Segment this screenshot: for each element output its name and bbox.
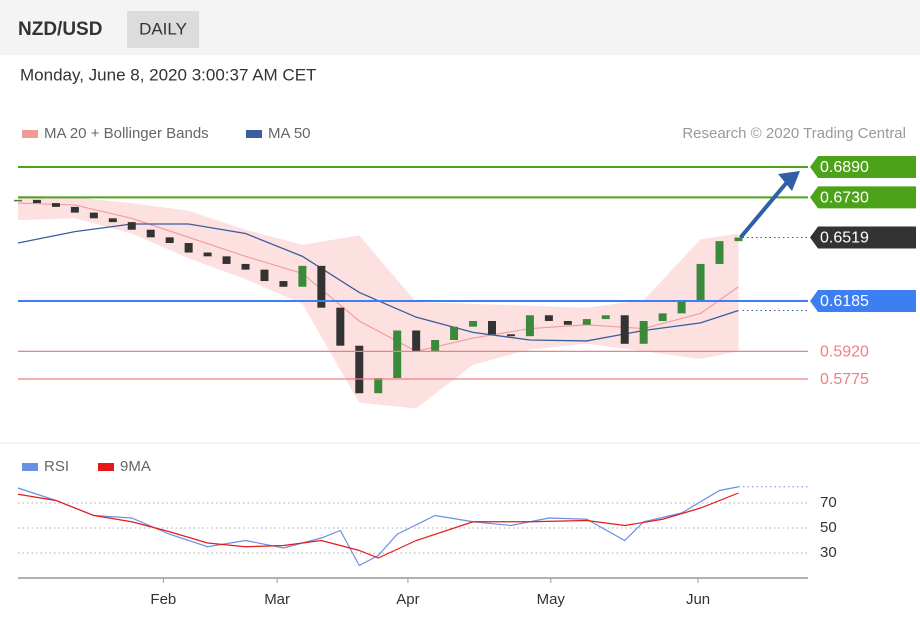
- x-tick-label: Jun: [686, 591, 710, 608]
- candle: [525, 315, 534, 337]
- source: Research © 2020 Trading Central: [682, 125, 906, 142]
- candle: [70, 206, 79, 213]
- candle: [14, 199, 22, 202]
- candle: [658, 313, 667, 321]
- candle: [355, 345, 364, 394]
- legend-label: MA 20 + Bollinger Bands: [44, 125, 209, 142]
- target-arrowhead: [778, 170, 800, 191]
- candle: [506, 334, 515, 337]
- legend-label: RSI: [44, 458, 69, 475]
- level-box: [810, 155, 916, 178]
- candle: [298, 265, 307, 287]
- date: Monday, June 8, 2020 3:00:37 AM CET: [20, 65, 316, 84]
- candle: [184, 243, 193, 253]
- candle: [544, 315, 553, 321]
- legend-label: 9MA: [120, 458, 151, 475]
- target-arrow: [738, 179, 790, 239]
- series-line: [17, 202, 739, 352]
- y-tick-label: 50: [820, 519, 837, 536]
- candle: [89, 212, 98, 219]
- candle: [108, 218, 117, 223]
- candle: [32, 199, 41, 204]
- candle: [469, 320, 478, 327]
- x-tick-label: May: [537, 591, 566, 608]
- candle: [260, 269, 269, 282]
- candle: [127, 222, 136, 230]
- level-box: [810, 290, 916, 313]
- candle: [203, 252, 212, 257]
- level-label: 0.6890: [820, 159, 869, 176]
- x-tick-label: Mar: [264, 591, 290, 608]
- legend-swatch: [98, 463, 114, 471]
- candle: [639, 320, 648, 344]
- y-tick-label: 70: [820, 494, 837, 511]
- level-label: 0.6519: [820, 230, 869, 247]
- level-box: [810, 186, 916, 209]
- series-line: [17, 486, 739, 567]
- candle: [146, 229, 155, 238]
- candle: [412, 330, 421, 352]
- period-box: [127, 11, 199, 48]
- candle: [582, 319, 591, 325]
- candle: [715, 241, 724, 264]
- candle: [450, 326, 459, 340]
- candle: [165, 237, 174, 244]
- legend-swatch: [22, 463, 38, 471]
- level-label: 0.5775: [820, 371, 869, 388]
- series-line: [17, 492, 739, 559]
- level-label: 0.5920: [820, 344, 869, 361]
- legend-swatch: [246, 130, 262, 138]
- level-label: 0.6730: [820, 190, 869, 207]
- candle: [431, 339, 440, 352]
- candle: [317, 265, 326, 308]
- candle: [677, 300, 686, 314]
- candle: [620, 315, 629, 344]
- candle: [336, 307, 345, 346]
- candle: [601, 315, 610, 320]
- candle: [222, 256, 231, 264]
- candle: [734, 237, 743, 242]
- candle: [488, 320, 496, 335]
- y-tick-label: 30: [820, 544, 837, 561]
- candle: [241, 263, 250, 270]
- series-line: [17, 223, 739, 342]
- candle: [374, 378, 383, 394]
- candle: [279, 281, 288, 287]
- legend-swatch: [22, 130, 38, 138]
- period: DAILY: [139, 19, 187, 38]
- symbol: NZD/USD: [18, 19, 102, 40]
- level-box: [810, 226, 916, 249]
- legend-label: MA 50: [268, 125, 311, 142]
- x-tick-label: Feb: [150, 591, 176, 608]
- candle: [51, 203, 60, 207]
- candle: [563, 320, 572, 325]
- candle: [393, 330, 402, 379]
- level-label: 0.6185: [820, 293, 869, 310]
- x-tick-label: Apr: [396, 591, 419, 608]
- candle: [696, 263, 705, 301]
